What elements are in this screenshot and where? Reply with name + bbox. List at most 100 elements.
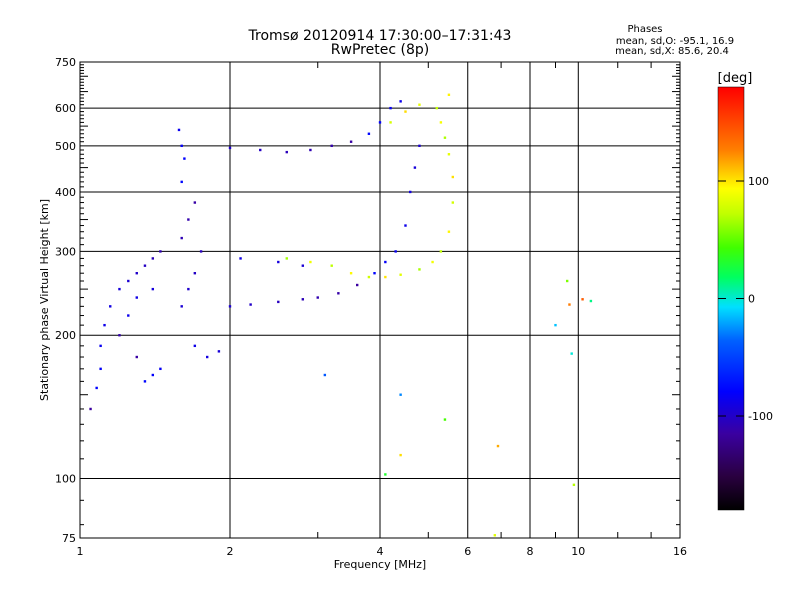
data-point-o xyxy=(135,296,138,299)
data-point-o xyxy=(127,279,130,283)
data-point-o xyxy=(249,303,252,306)
data-point-o xyxy=(109,305,112,308)
data-point-o xyxy=(277,260,280,264)
data-point-o xyxy=(199,250,203,253)
data-point-o xyxy=(118,287,121,291)
data-point-scattered xyxy=(581,298,584,301)
data-point-scattered xyxy=(399,453,402,457)
data-point-x xyxy=(451,201,455,204)
data-point-o xyxy=(259,148,262,152)
y-tick-label: 750 xyxy=(55,56,76,69)
data-point-o xyxy=(418,144,421,148)
data-point-o xyxy=(349,140,353,143)
data-point-o xyxy=(151,373,155,377)
data-point-o xyxy=(413,166,417,169)
data-point-x xyxy=(285,257,288,260)
x-tick-label: 4 xyxy=(377,545,384,558)
data-point-scattered xyxy=(384,473,387,476)
data-point-x xyxy=(367,275,371,279)
data-point-o xyxy=(159,250,162,253)
data-point-scattered xyxy=(496,444,500,448)
data-point-o xyxy=(389,106,392,110)
grid xyxy=(80,62,680,538)
y-tick-label: 100 xyxy=(55,473,76,486)
data-point-o xyxy=(404,224,407,227)
data-point-o xyxy=(180,144,183,148)
data-point-o xyxy=(89,407,92,411)
data-point-x xyxy=(309,260,312,264)
data-point-o xyxy=(277,300,280,304)
data-point-x xyxy=(431,260,434,264)
data-point-o xyxy=(143,264,147,267)
data-point-x xyxy=(349,272,353,275)
data-point-x xyxy=(435,106,438,110)
data-point-o xyxy=(337,292,340,295)
data-point-scattered xyxy=(493,534,497,537)
data-point-o xyxy=(193,201,197,204)
data-point-o xyxy=(159,367,162,371)
data-point-x xyxy=(399,273,402,276)
y-axis-label: Stationary phase Virtual Height [km] xyxy=(38,199,51,401)
data-point-x xyxy=(384,275,387,279)
data-point-o xyxy=(301,264,305,267)
data-point-x xyxy=(439,250,443,253)
data-point-o xyxy=(103,323,106,327)
x-tick-label: 2 xyxy=(227,545,234,558)
x-tick-label: 8 xyxy=(527,545,534,558)
data-point-o xyxy=(394,250,397,253)
y-tick-label: 75 xyxy=(62,532,76,545)
data-point-o xyxy=(177,128,181,132)
data-point-o xyxy=(180,180,183,184)
data-point-o xyxy=(151,257,155,260)
data-point-o xyxy=(409,190,412,194)
colorbar-tick-label: -100 xyxy=(748,410,773,423)
data-point-x xyxy=(389,121,392,124)
data-point-o xyxy=(239,257,242,260)
data-point-o xyxy=(316,296,319,299)
x-axis-label: Frequency [MHz] xyxy=(334,558,426,571)
data-point-o xyxy=(373,272,376,275)
data-point-o xyxy=(187,218,190,221)
x-tick-label: 1 xyxy=(77,545,84,558)
data-point-o xyxy=(367,132,371,135)
data-point-scattered xyxy=(554,323,557,327)
y-axis-ticks: 75 100 200 300 400 500 600 750 xyxy=(55,56,76,545)
data-point-x xyxy=(447,153,451,156)
data-point-x xyxy=(451,175,455,179)
data-point-x xyxy=(447,93,451,96)
data-point-x xyxy=(439,121,443,124)
data-point-o xyxy=(118,334,121,337)
y-tick-label: 200 xyxy=(55,329,76,342)
data-point-o xyxy=(330,144,333,148)
data-point-o xyxy=(355,283,359,287)
data-point-o xyxy=(180,305,183,308)
data-point-o xyxy=(301,298,305,301)
data-point-x xyxy=(418,103,421,106)
data-point-o xyxy=(127,314,130,317)
colorbar-ticks: -100 0 100 xyxy=(718,175,773,423)
x-axis-ticks: 1 2 4 6 8 10 16 xyxy=(77,545,688,558)
data-point-o xyxy=(228,305,232,308)
data-point-x xyxy=(418,268,421,271)
data-point-o xyxy=(285,150,288,154)
chart-title: Tromsø 20120914 17:30:00–17:31:43 xyxy=(248,28,512,44)
data-point-x xyxy=(404,110,407,113)
phases-x-line: mean, sd,X: 85.6, 20.4 xyxy=(615,46,729,57)
data-point-o xyxy=(187,287,190,291)
y-tick-label: 300 xyxy=(55,245,76,258)
data-point-scattered xyxy=(323,373,327,377)
data-point-x xyxy=(447,230,451,233)
data-point-o xyxy=(99,344,102,348)
data-point-x xyxy=(330,264,333,267)
data-point-o xyxy=(217,350,221,353)
phases-o-line: mean, sd,O: -95.1, 16.9 xyxy=(616,36,734,47)
x-tick-label: 6 xyxy=(464,545,471,558)
y-tick-label: 600 xyxy=(55,102,76,115)
y-tick-label: 400 xyxy=(55,186,76,199)
data-point-o xyxy=(205,355,209,359)
data-point-o xyxy=(384,260,387,264)
data-point-o xyxy=(99,367,102,371)
data-point-scattered xyxy=(399,393,402,396)
data-point-o xyxy=(193,272,197,275)
